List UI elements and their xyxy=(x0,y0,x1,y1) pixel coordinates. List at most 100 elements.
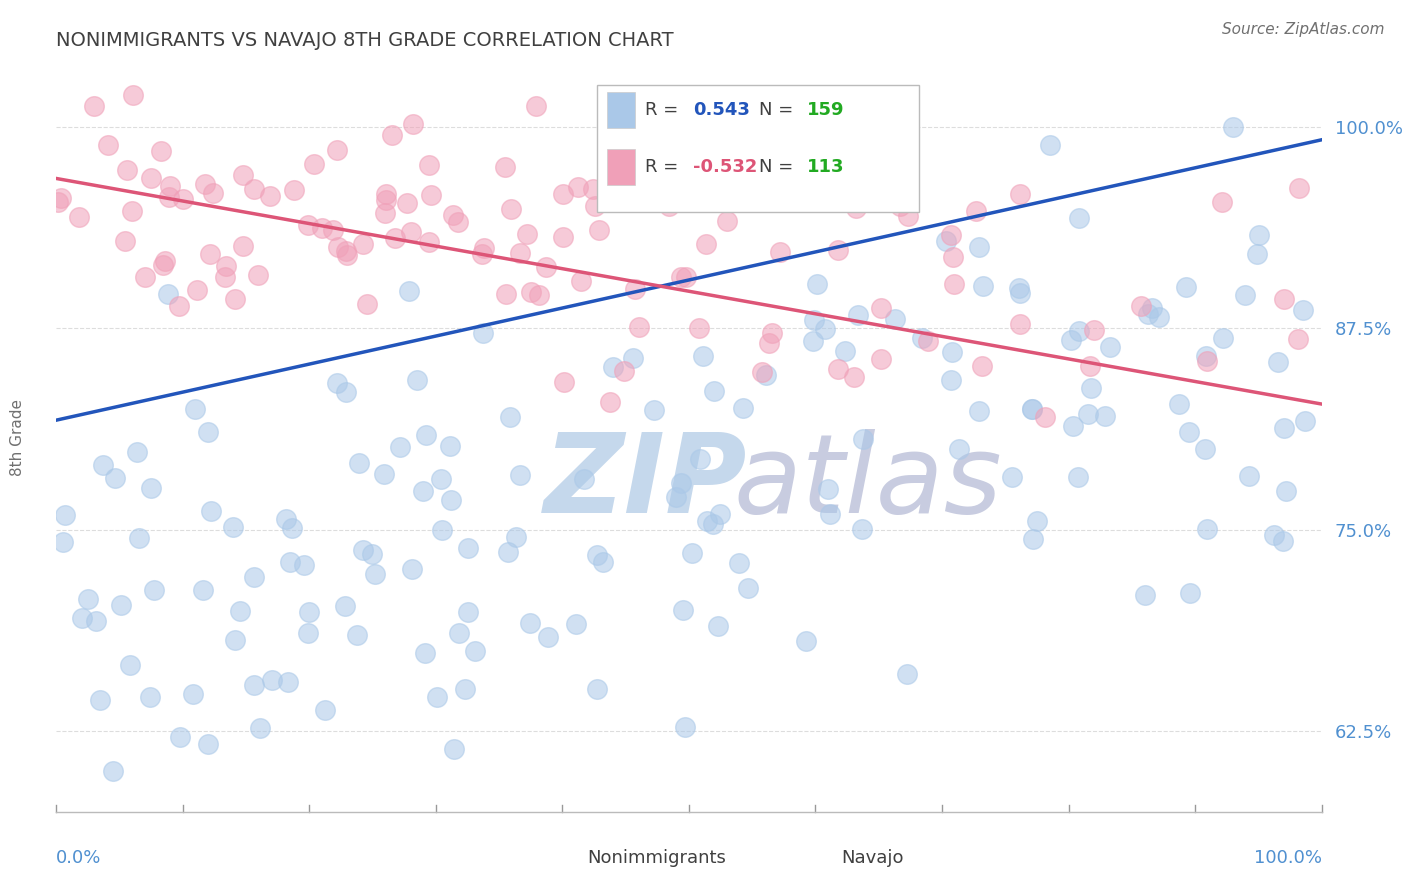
Point xyxy=(242,570,264,584)
Text: 113: 113 xyxy=(807,158,844,176)
Point xyxy=(335,384,357,399)
Point xyxy=(621,351,644,366)
Text: 159: 159 xyxy=(807,102,844,120)
Point xyxy=(1069,324,1091,338)
Point xyxy=(1267,355,1289,369)
Point xyxy=(1080,381,1102,395)
Point xyxy=(222,520,245,534)
Point xyxy=(1178,586,1201,600)
Text: N =: N = xyxy=(759,158,799,176)
Point xyxy=(464,644,486,658)
Point xyxy=(402,117,425,131)
Text: Nonimmigrants: Nonimmigrants xyxy=(588,849,727,867)
Point xyxy=(441,208,464,222)
Point xyxy=(415,427,437,442)
Point xyxy=(77,591,100,606)
Point xyxy=(200,504,222,518)
Point xyxy=(181,687,204,701)
Point xyxy=(941,345,963,359)
Point xyxy=(110,598,132,612)
Point xyxy=(167,299,190,313)
Point xyxy=(1174,280,1197,294)
Point xyxy=(440,492,463,507)
Point xyxy=(375,193,398,207)
Point xyxy=(356,297,378,311)
Point xyxy=(495,286,517,301)
Point xyxy=(845,201,868,215)
Point xyxy=(869,301,891,315)
Point xyxy=(311,221,333,235)
FancyBboxPatch shape xyxy=(550,847,572,870)
Point xyxy=(706,619,728,633)
Point xyxy=(333,599,356,613)
Point xyxy=(820,508,842,522)
Text: R =: R = xyxy=(644,102,683,120)
Point xyxy=(564,617,586,632)
Text: Source: ZipAtlas.com: Source: ZipAtlas.com xyxy=(1222,22,1385,37)
Point xyxy=(471,247,494,261)
Point xyxy=(1008,187,1031,202)
Point xyxy=(1275,484,1298,499)
Point xyxy=(672,603,695,617)
Point xyxy=(117,162,139,177)
Point xyxy=(405,373,427,387)
Point xyxy=(302,157,325,171)
Point xyxy=(46,194,69,209)
Text: 0.543: 0.543 xyxy=(693,102,749,120)
Point xyxy=(643,403,665,417)
Point xyxy=(852,432,875,446)
Point xyxy=(624,282,647,296)
Point xyxy=(184,402,207,417)
Point xyxy=(948,442,970,456)
Point xyxy=(939,373,962,387)
Point xyxy=(224,633,246,648)
Text: N =: N = xyxy=(759,102,799,120)
Point xyxy=(142,583,165,598)
Point xyxy=(374,206,396,220)
Point xyxy=(675,269,697,284)
Point xyxy=(727,556,749,570)
Point xyxy=(159,178,181,193)
Point xyxy=(388,440,411,454)
Point xyxy=(52,535,75,549)
Point xyxy=(247,268,270,283)
Point xyxy=(803,313,825,327)
Point xyxy=(374,186,396,201)
Point xyxy=(72,611,94,625)
Point xyxy=(755,368,778,382)
Point xyxy=(83,99,105,113)
Point xyxy=(516,227,538,241)
Point xyxy=(1212,331,1234,345)
Point xyxy=(53,508,76,523)
Point xyxy=(551,186,574,201)
Point xyxy=(688,321,710,335)
Point xyxy=(298,605,321,619)
Point xyxy=(602,359,624,374)
Point xyxy=(242,678,264,692)
Point xyxy=(326,376,349,391)
Point xyxy=(157,190,180,204)
Point xyxy=(801,334,824,348)
Point xyxy=(139,690,162,704)
Point xyxy=(297,218,319,232)
Text: NONIMMIGRANTS VS NAVAJO 8TH GRADE CORRELATION CHART: NONIMMIGRANTS VS NAVAJO 8TH GRADE CORREL… xyxy=(56,30,673,50)
Point xyxy=(834,344,856,359)
Point xyxy=(1294,414,1316,428)
Point xyxy=(935,234,957,248)
Point xyxy=(1001,470,1024,484)
Point xyxy=(1033,409,1056,424)
Point xyxy=(352,237,374,252)
Point xyxy=(1288,181,1310,195)
Point xyxy=(447,215,470,229)
Point xyxy=(574,472,596,486)
Point xyxy=(259,189,281,203)
Point xyxy=(520,285,543,300)
Point xyxy=(169,730,191,744)
Point xyxy=(197,425,219,440)
Text: 0.0%: 0.0% xyxy=(56,849,101,867)
Point xyxy=(326,143,349,157)
Point xyxy=(814,321,837,335)
Point xyxy=(194,177,217,191)
Point xyxy=(283,183,305,197)
Point xyxy=(1060,333,1083,347)
